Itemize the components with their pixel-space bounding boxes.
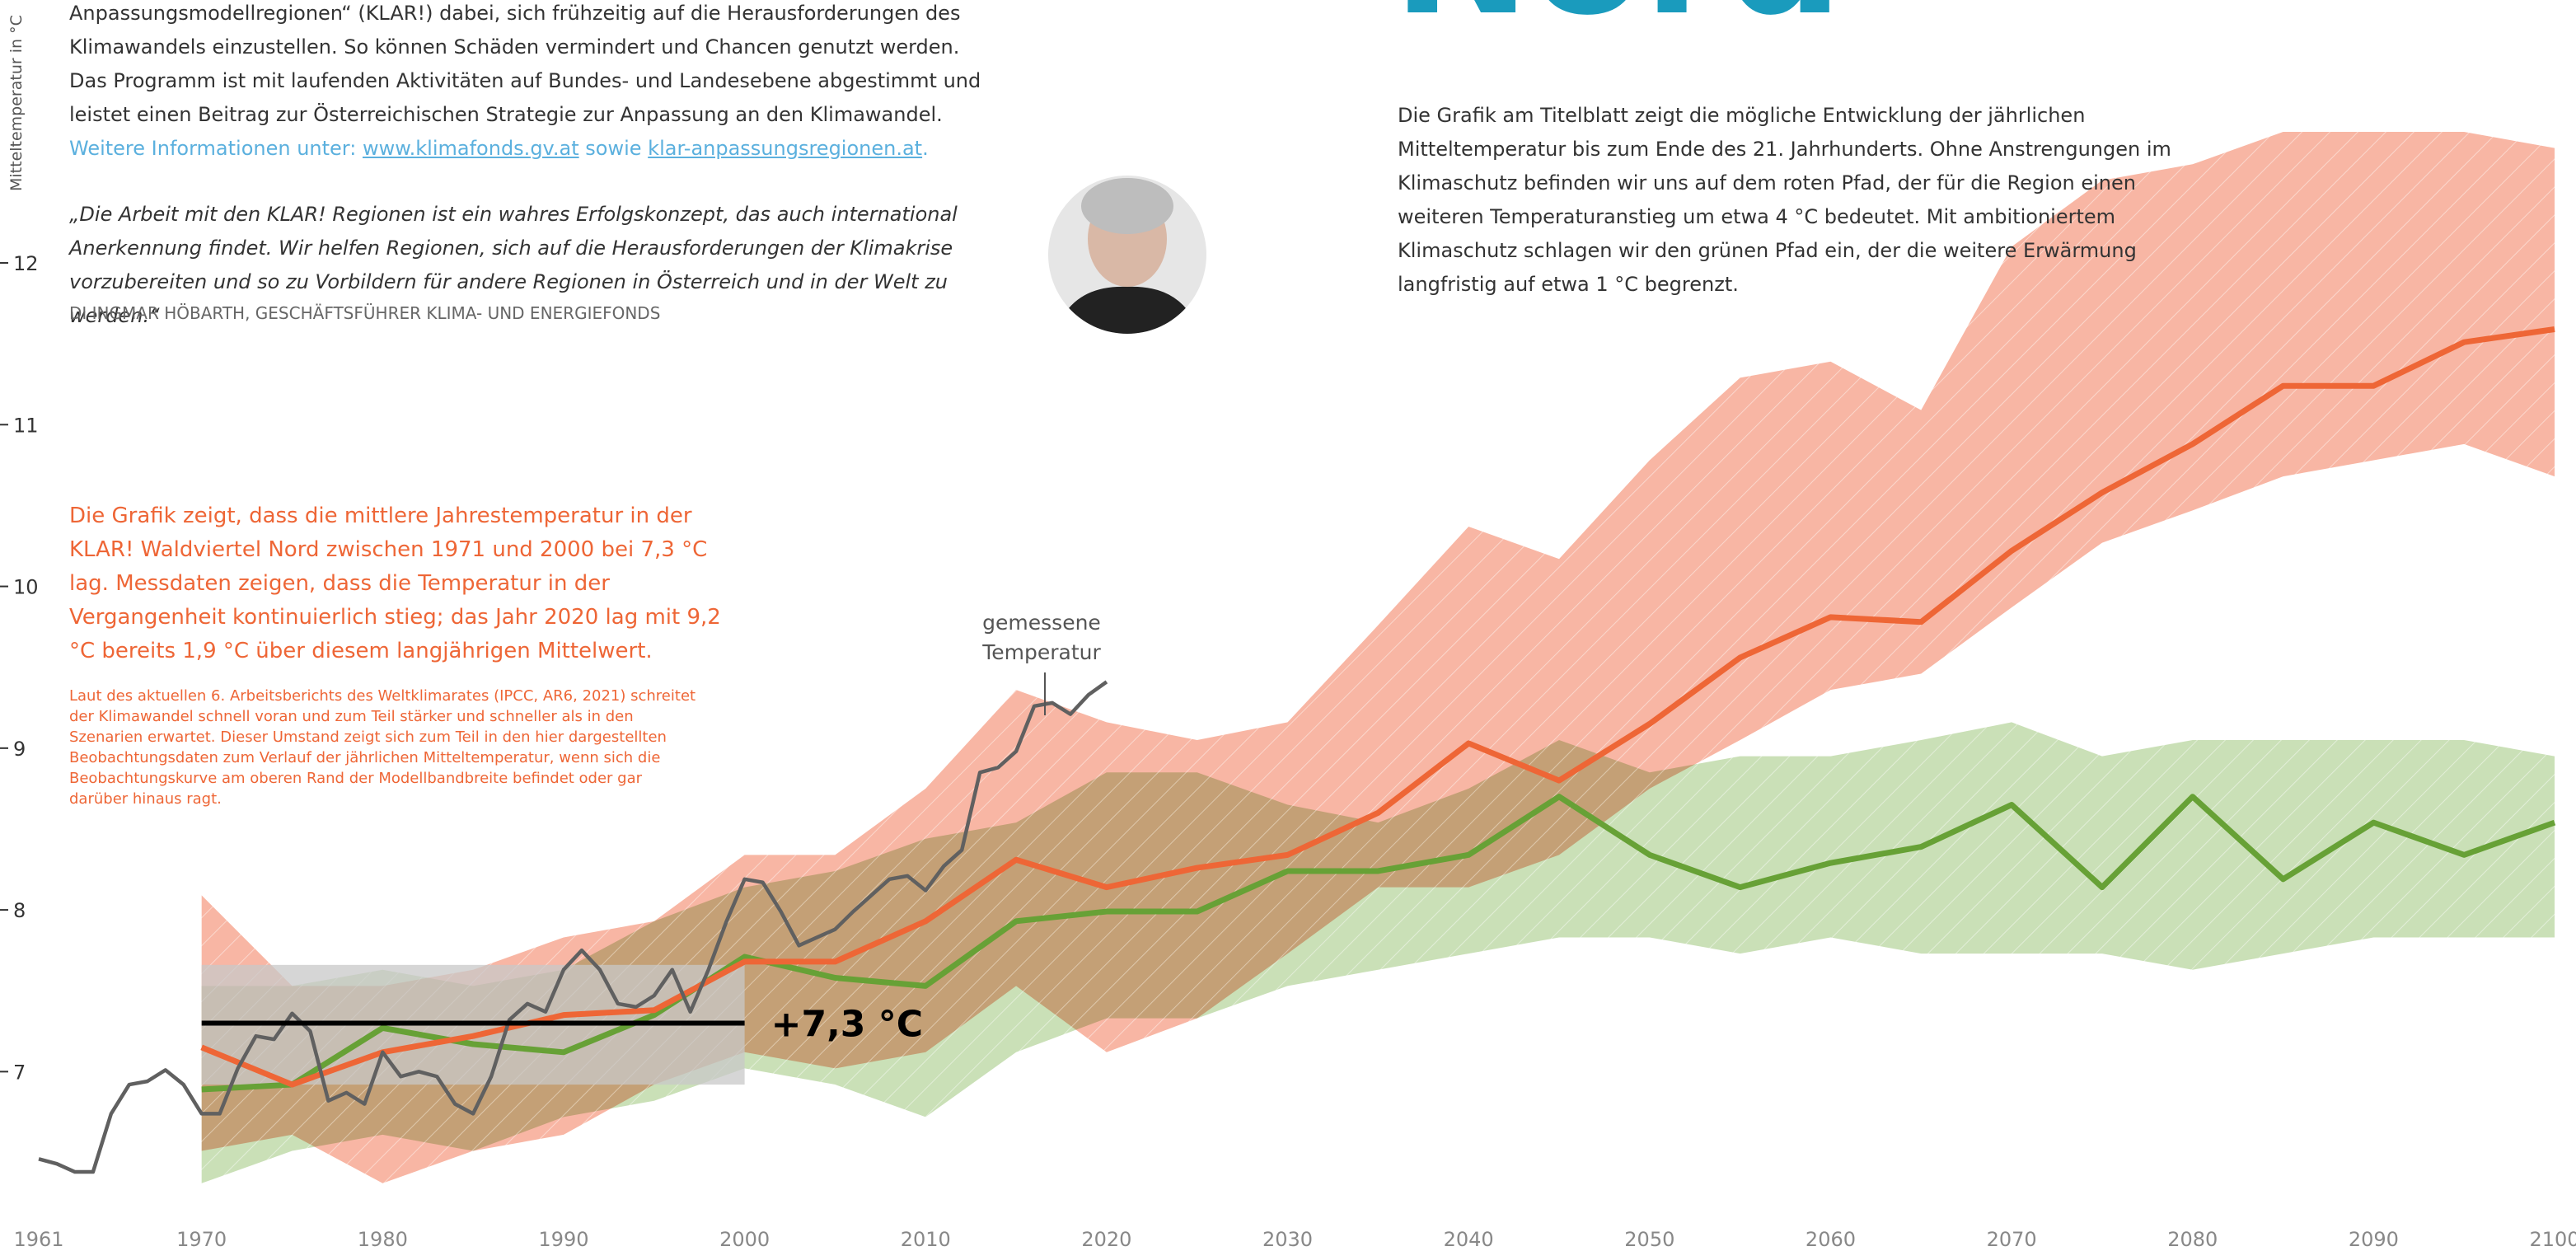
x-tick-label: 1961 xyxy=(13,1228,63,1251)
series-annotation: gemessene Temperatur xyxy=(959,608,1124,668)
page-content: Mitteltemperatur in °C 7 8 9 10 11 12 1961 1970 1… xyxy=(0,0,2576,1251)
page: KLAR! Nord {"title":"Nord", "intro":{"te… xyxy=(0,0,2576,1251)
link[interactable]: www.klimafonds.gv.at xyxy=(363,137,579,160)
x-tick-label: 1980 xyxy=(358,1228,408,1251)
y-tick-label: 11 xyxy=(13,414,39,437)
more-label: Weitere Informationen unter: xyxy=(69,137,356,160)
y-tick-label: 10 xyxy=(13,576,39,599)
note: Laut des aktuellen 6. Arbeitsberichts de… xyxy=(69,686,704,809)
x-tick-label: 2010 xyxy=(901,1228,951,1251)
x-tick-label: 2000 xyxy=(719,1228,770,1251)
y-tick-label: 8 xyxy=(13,899,26,922)
y-tick-label: 9 xyxy=(13,738,26,761)
x-tick-label: 2060 xyxy=(1806,1228,1856,1251)
x-tick-label: 1970 xyxy=(176,1228,227,1251)
x-tick-label: 2080 xyxy=(2167,1228,2218,1251)
x-tick-label: 2030 xyxy=(1262,1228,1313,1251)
body: Mitteltemperatur in °C 7 8 9 10 11 12 1961 1970 1… xyxy=(0,0,2576,1251)
description: Die Grafik am Titelblatt zeigt die mögli… xyxy=(1398,99,2189,302)
x-tick-label: 2040 xyxy=(1444,1228,1494,1251)
y-tick-label: 12 xyxy=(13,252,39,275)
joiner: sowie xyxy=(585,137,641,160)
y-tick-label: 7 xyxy=(13,1061,26,1084)
reference-label: +7,3 °C xyxy=(771,1003,923,1045)
x-tick-label: 2070 xyxy=(1987,1228,2037,1251)
portrait xyxy=(1048,176,1206,334)
link[interactable]: klar-anpassungsregionen.at xyxy=(648,137,922,160)
intro-text: Anpassungsmodellregionen“ (KLAR!) dabei,… xyxy=(69,2,981,126)
punctuation: . xyxy=(922,137,929,160)
intro: Anpassungsmodellregionen“ (KLAR!) dabei,… xyxy=(69,0,1000,166)
title: Nord xyxy=(1393,0,1843,52)
x-tick-label: 2100 xyxy=(2529,1228,2576,1251)
x-tick-label: 2090 xyxy=(2349,1228,2399,1251)
x-tick-label: 1990 xyxy=(538,1228,588,1251)
x-tick-label: 2050 xyxy=(1624,1228,1674,1251)
attribution: DI INGMAR HÖBARTH, GESCHÄFTSFÜHRER KLIMA… xyxy=(69,303,660,323)
y-axis-label: Mitteltemperatur in °C xyxy=(7,15,26,191)
x-tick-label: 2020 xyxy=(1081,1228,1131,1251)
summary: Die Grafik zeigt, dass die mittlere Jahr… xyxy=(69,499,728,668)
